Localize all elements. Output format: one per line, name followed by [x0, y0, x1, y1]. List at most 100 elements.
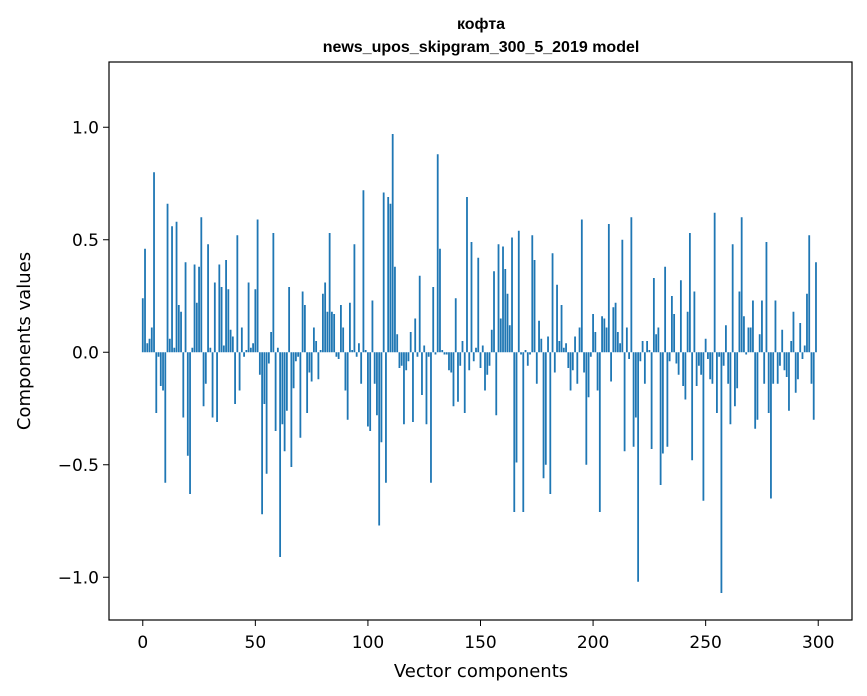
bar-269 — [747, 327, 750, 353]
bar-116 — [403, 352, 405, 425]
bar-13 — [171, 226, 173, 353]
bar-197 — [585, 352, 588, 465]
bar-14 — [173, 347, 176, 353]
bar-86 — [335, 352, 338, 357]
bar-130 — [434, 352, 437, 355]
bar-227 — [652, 278, 655, 353]
bar-237 — [675, 352, 678, 364]
bar-48 — [249, 347, 252, 353]
bar-32 — [213, 282, 216, 353]
bar-211 — [616, 332, 619, 353]
bar-178 — [542, 352, 545, 479]
bar-198 — [587, 352, 590, 398]
bar-165 — [513, 352, 516, 512]
bar-51 — [256, 219, 259, 353]
bar-22 — [191, 347, 194, 353]
bar-166 — [515, 352, 518, 463]
bar-171 — [526, 352, 529, 366]
bar-240 — [682, 352, 685, 386]
bar-113 — [396, 334, 399, 353]
bar-172 — [529, 352, 531, 355]
bar-297 — [810, 352, 813, 384]
bar-203 — [598, 352, 601, 512]
bar-209 — [612, 307, 615, 353]
bar-284 — [781, 329, 784, 353]
bar-97 — [360, 352, 363, 384]
bar-127 — [427, 352, 430, 357]
bar-11 — [166, 203, 169, 353]
x-tick-label: 200 — [577, 633, 609, 653]
bar-187 — [562, 347, 565, 353]
y-axis-ticks: −1.0 −0.5 0.0 0.5 1.0 — [58, 118, 109, 588]
bar-231 — [661, 352, 664, 454]
bar-262 — [731, 244, 734, 353]
bar-104 — [376, 352, 378, 416]
bar-159 — [499, 318, 502, 353]
bar-212 — [619, 343, 621, 353]
bar-44 — [240, 327, 243, 353]
bar-139 — [454, 298, 457, 353]
bar-194 — [578, 327, 581, 353]
bar-38 — [227, 289, 230, 353]
bar-185 — [558, 341, 561, 353]
bar-43 — [238, 352, 241, 391]
bar-147 — [472, 352, 475, 362]
bar-259 — [725, 325, 727, 353]
bar-91 — [346, 352, 349, 420]
bar-134 — [443, 352, 446, 355]
bar-299 — [815, 262, 817, 353]
bar-90 — [344, 352, 347, 391]
bar-110 — [389, 203, 392, 353]
bar-29 — [207, 244, 209, 353]
bar-177 — [540, 338, 543, 353]
bar-85 — [333, 314, 336, 353]
bar-117 — [405, 352, 408, 371]
bar-131 — [436, 154, 439, 353]
bar-120 — [412, 352, 414, 422]
bar-249 — [702, 352, 705, 501]
bar-26 — [200, 217, 203, 353]
bar-79 — [319, 350, 322, 353]
bar-169 — [522, 352, 525, 512]
bar-64 — [285, 352, 288, 411]
bar-76 — [312, 327, 315, 353]
bar-115 — [400, 352, 403, 366]
bar-273 — [756, 352, 759, 420]
bar-250 — [704, 338, 707, 353]
bar-234 — [668, 352, 671, 362]
bar-40 — [231, 336, 234, 353]
bar-155 — [490, 329, 493, 353]
bar-138 — [452, 352, 455, 407]
bar-105 — [378, 352, 381, 526]
bar-143 — [463, 352, 466, 413]
bar-242 — [686, 311, 689, 353]
bar-132 — [439, 248, 441, 353]
bar-7 — [157, 352, 160, 357]
bar-263 — [734, 352, 736, 407]
bar-232 — [664, 266, 667, 353]
bar-264 — [736, 352, 739, 389]
bar-179 — [544, 352, 547, 465]
bar-218 — [632, 352, 635, 447]
bar-252 — [709, 352, 712, 380]
bar-30 — [209, 347, 212, 353]
bar-246 — [695, 352, 698, 386]
bar-28 — [204, 352, 207, 384]
bar-1 — [144, 248, 146, 353]
bar-279 — [770, 352, 772, 499]
bar-114 — [398, 352, 401, 368]
bar-292 — [799, 323, 802, 353]
x-axis-ticks: 0 50 100 150 200 250 300 — [137, 620, 834, 653]
bar-137 — [450, 352, 453, 373]
bar-251 — [707, 352, 709, 359]
bar-102 — [371, 300, 374, 353]
bar-272 — [754, 352, 757, 429]
bar-248 — [700, 352, 703, 375]
bar-230 — [659, 352, 662, 485]
bar-146 — [470, 242, 473, 353]
bar-287 — [788, 352, 790, 411]
bar-42 — [236, 235, 239, 353]
bar-268 — [745, 352, 748, 355]
bar-111 — [391, 134, 394, 353]
bar-73 — [306, 352, 309, 413]
